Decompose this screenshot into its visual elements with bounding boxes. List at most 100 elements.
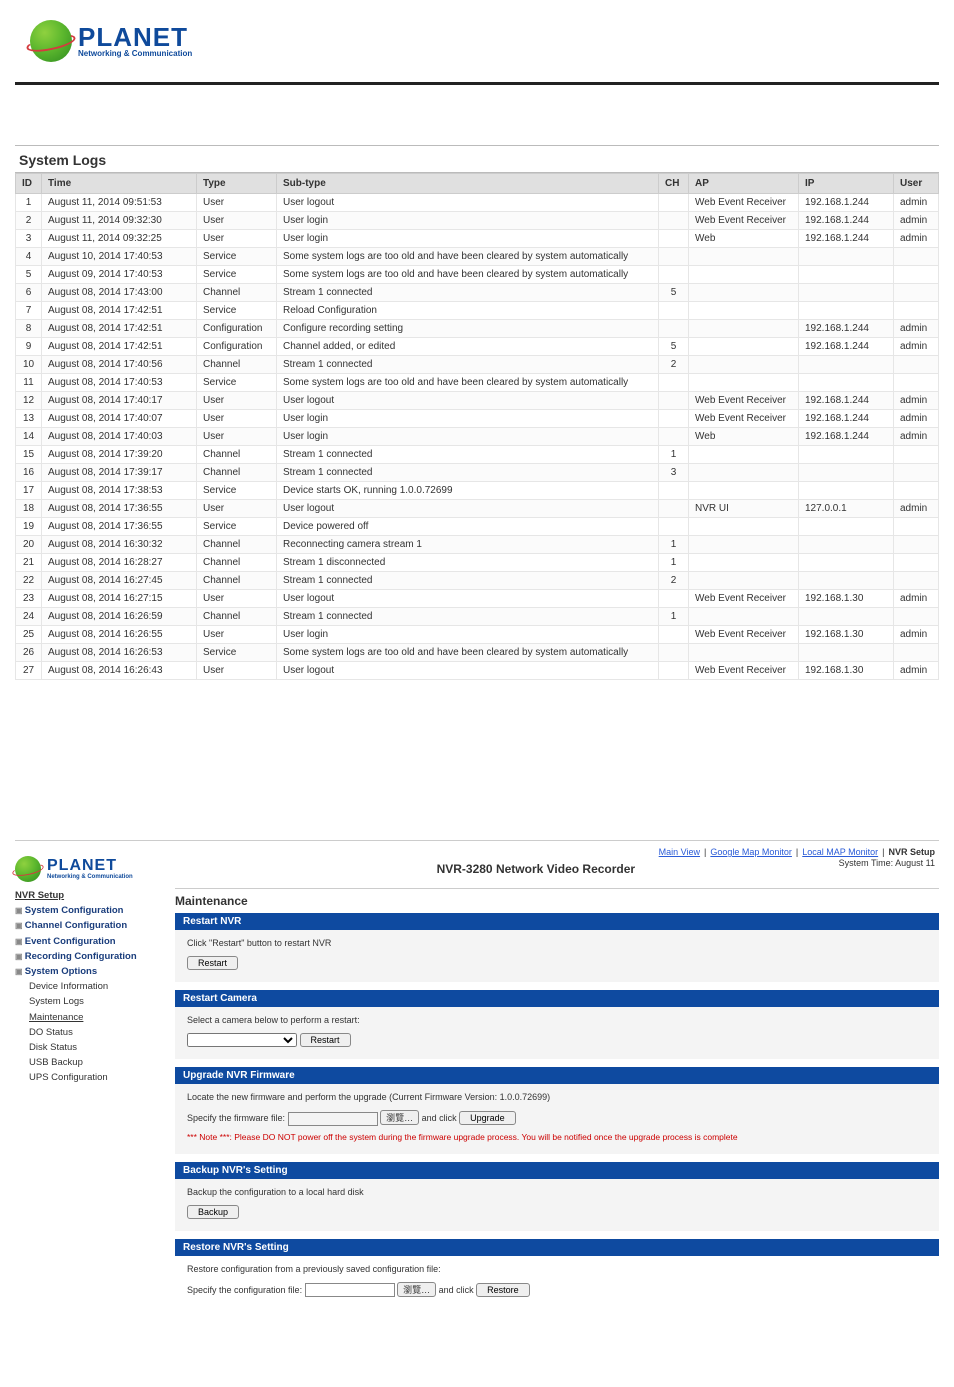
log-cell-user: admin bbox=[894, 338, 939, 356]
log-cell-ip: 192.168.1.30 bbox=[799, 626, 894, 644]
topnav-local-map[interactable]: Local MAP Monitor bbox=[802, 847, 878, 857]
nav-section[interactable]: Channel Configuration bbox=[15, 918, 165, 933]
topnav-nvr-setup: NVR Setup bbox=[888, 847, 935, 857]
restore-browse-button[interactable]: 瀏覽… bbox=[397, 1282, 436, 1297]
log-cell-sub: User logout bbox=[277, 392, 659, 410]
log-cell-time: August 09, 2014 17:40:53 bbox=[42, 266, 197, 284]
log-cell-user: admin bbox=[894, 662, 939, 680]
nav-section[interactable]: Event Configuration bbox=[15, 934, 165, 949]
restore-text: Restore configuration from a previously … bbox=[187, 1264, 927, 1274]
log-cell-sub: User login bbox=[277, 230, 659, 248]
log-cell-ip bbox=[799, 644, 894, 662]
log-cell-type: Channel bbox=[197, 554, 277, 572]
firmware-file-input[interactable] bbox=[288, 1112, 378, 1126]
log-cell-ip bbox=[799, 302, 894, 320]
log-cell-ap bbox=[689, 338, 799, 356]
restart-camera-button[interactable]: Restart bbox=[300, 1033, 351, 1047]
log-cell-user bbox=[894, 572, 939, 590]
restart-nvr-button[interactable]: Restart bbox=[187, 956, 238, 970]
restore-button[interactable]: Restore bbox=[476, 1283, 530, 1297]
log-cell-ip bbox=[799, 374, 894, 392]
log-cell-sub: Some system logs are too old and have be… bbox=[277, 266, 659, 284]
restart-nvr-text: Click "Restart" button to restart NVR bbox=[187, 938, 927, 948]
log-row: 5August 09, 2014 17:40:53ServiceSome sys… bbox=[16, 266, 939, 284]
log-cell-ch bbox=[659, 428, 689, 446]
log-cell-ch bbox=[659, 266, 689, 284]
log-cell-sub: Stream 1 connected bbox=[277, 608, 659, 626]
log-row: 1August 11, 2014 09:51:53UserUser logout… bbox=[16, 194, 939, 212]
nav-section[interactable]: System Options bbox=[15, 964, 165, 979]
log-cell-ch bbox=[659, 410, 689, 428]
log-cell-ch bbox=[659, 644, 689, 662]
restore-file-input[interactable] bbox=[305, 1283, 395, 1297]
camera-select[interactable] bbox=[187, 1033, 297, 1047]
log-cell-user bbox=[894, 248, 939, 266]
nav-item[interactable]: System Logs bbox=[15, 994, 165, 1009]
log-cell-ch: 1 bbox=[659, 536, 689, 554]
topnav-google-map[interactable]: Google Map Monitor bbox=[710, 847, 792, 857]
log-cell-id: 22 bbox=[16, 572, 42, 590]
log-cell-time: August 08, 2014 17:40:53 bbox=[42, 374, 197, 392]
log-row: 17August 08, 2014 17:38:53ServiceDevice … bbox=[16, 482, 939, 500]
nav-root[interactable]: NVR Setup bbox=[15, 888, 165, 903]
log-cell-ip bbox=[799, 572, 894, 590]
log-cell-ip: 192.168.1.244 bbox=[799, 320, 894, 338]
log-cell-ip bbox=[799, 464, 894, 482]
log-row: 3August 11, 2014 09:32:25UserUser loginW… bbox=[16, 230, 939, 248]
log-cell-sub: Device starts OK, running 1.0.0.72699 bbox=[277, 482, 659, 500]
log-cell-id: 18 bbox=[16, 500, 42, 518]
backup-text: Backup the configuration to a local hard… bbox=[187, 1187, 927, 1197]
log-cell-time: August 08, 2014 16:26:53 bbox=[42, 644, 197, 662]
log-cell-id: 16 bbox=[16, 464, 42, 482]
log-cell-type: User bbox=[197, 626, 277, 644]
log-cell-ap bbox=[689, 554, 799, 572]
nav-section[interactable]: System Configuration bbox=[15, 903, 165, 918]
log-cell-ap bbox=[689, 302, 799, 320]
log-cell-type: Service bbox=[197, 266, 277, 284]
maintenance-content: Maintenance Restart NVR Click "Restart" … bbox=[175, 888, 939, 1317]
log-cell-id: 20 bbox=[16, 536, 42, 554]
log-cell-id: 17 bbox=[16, 482, 42, 500]
log-cell-type: User bbox=[197, 410, 277, 428]
nav-item[interactable]: Device Information bbox=[15, 979, 165, 994]
log-cell-user: admin bbox=[894, 320, 939, 338]
panel-restart-nvr: Click "Restart" button to restart NVR Re… bbox=[175, 930, 939, 982]
log-cell-ip: 192.168.1.30 bbox=[799, 662, 894, 680]
nav-section[interactable]: Recording Configuration bbox=[15, 949, 165, 964]
log-cell-ap bbox=[689, 572, 799, 590]
log-cell-id: 19 bbox=[16, 518, 42, 536]
log-cell-ap bbox=[689, 374, 799, 392]
log-cell-id: 8 bbox=[16, 320, 42, 338]
log-cell-type: Channel bbox=[197, 464, 277, 482]
log-cell-type: User bbox=[197, 428, 277, 446]
brand-tagline: Networking & Communication bbox=[78, 50, 192, 58]
nav-item[interactable]: USB Backup bbox=[15, 1055, 165, 1070]
upgrade-button[interactable]: Upgrade bbox=[459, 1111, 516, 1125]
log-cell-ap bbox=[689, 518, 799, 536]
log-row: 16August 08, 2014 17:39:17ChannelStream … bbox=[16, 464, 939, 482]
log-cell-sub: Stream 1 disconnected bbox=[277, 554, 659, 572]
log-cell-user bbox=[894, 482, 939, 500]
backup-button[interactable]: Backup bbox=[187, 1205, 239, 1219]
log-cell-ip: 127.0.0.1 bbox=[799, 500, 894, 518]
log-cell-type: Service bbox=[197, 374, 277, 392]
nav-item[interactable]: Disk Status bbox=[15, 1040, 165, 1055]
log-cell-sub: Stream 1 connected bbox=[277, 572, 659, 590]
logs-col-ap: AP bbox=[689, 174, 799, 194]
nav-item[interactable]: UPS Configuration bbox=[15, 1070, 165, 1085]
log-cell-ch: 5 bbox=[659, 284, 689, 302]
log-cell-time: August 08, 2014 16:27:15 bbox=[42, 590, 197, 608]
log-row: 14August 08, 2014 17:40:03UserUser login… bbox=[16, 428, 939, 446]
nav-item[interactable]: Maintenance bbox=[15, 1010, 165, 1025]
log-row: 23August 08, 2014 16:27:15UserUser logou… bbox=[16, 590, 939, 608]
log-cell-id: 5 bbox=[16, 266, 42, 284]
log-cell-sub: Stream 1 connected bbox=[277, 464, 659, 482]
firmware-browse-button[interactable]: 瀏覽… bbox=[380, 1110, 419, 1125]
log-cell-user: admin bbox=[894, 392, 939, 410]
log-cell-sub: Stream 1 connected bbox=[277, 356, 659, 374]
topnav-main-view[interactable]: Main View bbox=[659, 847, 700, 857]
nav-item[interactable]: DO Status bbox=[15, 1025, 165, 1040]
log-cell-type: User bbox=[197, 194, 277, 212]
log-cell-user bbox=[894, 554, 939, 572]
log-cell-time: August 11, 2014 09:51:53 bbox=[42, 194, 197, 212]
